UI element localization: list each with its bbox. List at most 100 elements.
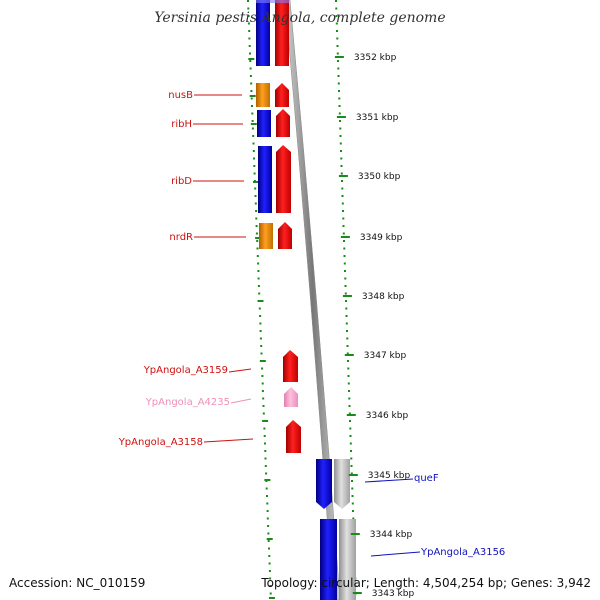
strand-dot [352, 510, 354, 512]
strand-dot [348, 405, 351, 407]
strand-dot [338, 97, 341, 100]
strand-dot [251, 127, 254, 130]
strand-dot [343, 255, 346, 257]
strand-dot [351, 502, 354, 505]
strand-dot [350, 465, 353, 467]
strand-dot [345, 300, 347, 302]
strand-dot [337, 75, 340, 77]
genome-title: Yersinia pestis Angola, complete genome [154, 10, 446, 26]
strand-dot [247, 7, 250, 10]
strand-dot [335, 7, 338, 10]
strand-dot [347, 360, 349, 362]
gene-label[interactable]: nusB [168, 90, 193, 101]
strand-dot [339, 120, 341, 122]
strand-dot [336, 45, 339, 47]
strand-dot [258, 307, 261, 310]
strand-dot [345, 315, 348, 317]
strand-dot [253, 172, 256, 175]
strand-dot [339, 135, 342, 137]
strand-dot [337, 82, 340, 85]
strand-dot [350, 457, 353, 460]
strand-dot [344, 277, 347, 280]
gene-label[interactable]: YpAngola_A4235 [145, 397, 230, 408]
strand-dot [350, 472, 353, 475]
strand-dot [349, 435, 352, 437]
strand-dot [252, 142, 255, 145]
strand-dot [338, 90, 340, 92]
strand-dot [253, 157, 255, 160]
strand-dot [267, 540, 270, 542]
gene-leader-line [228, 368, 252, 373]
strand-dot [266, 495, 268, 497]
gene-leader-line [230, 398, 252, 404]
strand-dot [342, 210, 344, 212]
strand-dot [345, 307, 348, 310]
strand-dot [262, 405, 265, 407]
strand-dot [338, 105, 341, 107]
strand-dot [346, 337, 349, 340]
strand-dot [264, 465, 267, 467]
strand-dot [261, 390, 264, 392]
strand-dot [266, 502, 269, 505]
gene-block-top-shadow [256, 0, 289, 3]
strand-dot [336, 37, 339, 40]
strand-dot [335, 0, 337, 2]
strand-dot [262, 412, 265, 415]
gene-block-orange [256, 83, 270, 107]
gene-block-blue [320, 519, 337, 600]
kbp-label: 3345 kbp [368, 471, 411, 481]
strand-dot [249, 75, 252, 77]
strand-dot [351, 480, 353, 482]
strand-dot [247, 15, 250, 17]
kbp-label: 3343 kbp [372, 589, 415, 599]
strand-dot [338, 112, 341, 115]
gene-block-gray [339, 519, 356, 600]
strand-dot [341, 180, 343, 182]
gene-label[interactable]: YpAngola_A3159 [143, 365, 228, 376]
strand-dot [341, 195, 344, 197]
strand-dot [268, 547, 270, 550]
strand-dot [341, 202, 344, 205]
genome-backbone [284, 0, 341, 600]
gene-label[interactable]: queF [414, 473, 439, 484]
strand-dot [337, 67, 340, 70]
strand-dot [255, 232, 258, 235]
strand-dot [265, 487, 268, 490]
strand-dot [253, 165, 256, 167]
strand-dot [255, 225, 258, 227]
strand-dot [348, 397, 351, 400]
strand-dot [260, 352, 263, 355]
strand-dot [339, 142, 342, 145]
strand-dot [346, 330, 348, 332]
strand-dot [348, 412, 351, 415]
strand-dot [254, 195, 257, 197]
strand-dot [351, 495, 354, 497]
strand-dot [340, 157, 343, 160]
gene-label[interactable]: ribH [171, 119, 192, 130]
gene-label[interactable]: YpAngola_A3158 [118, 437, 203, 448]
strand-dot [335, 15, 338, 17]
strand-dot [340, 165, 343, 167]
gene-label[interactable]: nrdR [169, 232, 193, 243]
strand-dot [346, 352, 349, 355]
gene-label[interactable]: YpAngola_A3156 [420, 547, 505, 558]
strand-dot [335, 22, 338, 25]
gene-label[interactable]: ribD [171, 176, 192, 187]
strand-dot [269, 585, 272, 587]
strand-dot [267, 525, 270, 527]
strand-dot [250, 97, 253, 100]
strand-dot [251, 105, 253, 107]
kbp-label: 3344 kbp [370, 530, 413, 540]
strand-dot [249, 67, 252, 70]
kbp-label: 3348 kbp [362, 292, 405, 302]
strand-dot [256, 240, 259, 242]
strand-dot [266, 510, 269, 512]
strand-dot [264, 442, 266, 445]
gene-block-blue [257, 110, 271, 137]
gene-block-gray [334, 459, 350, 509]
strand-dot [347, 375, 350, 377]
strand-dot [250, 82, 253, 85]
strand-dot [257, 270, 260, 272]
strand-dot [263, 435, 266, 437]
